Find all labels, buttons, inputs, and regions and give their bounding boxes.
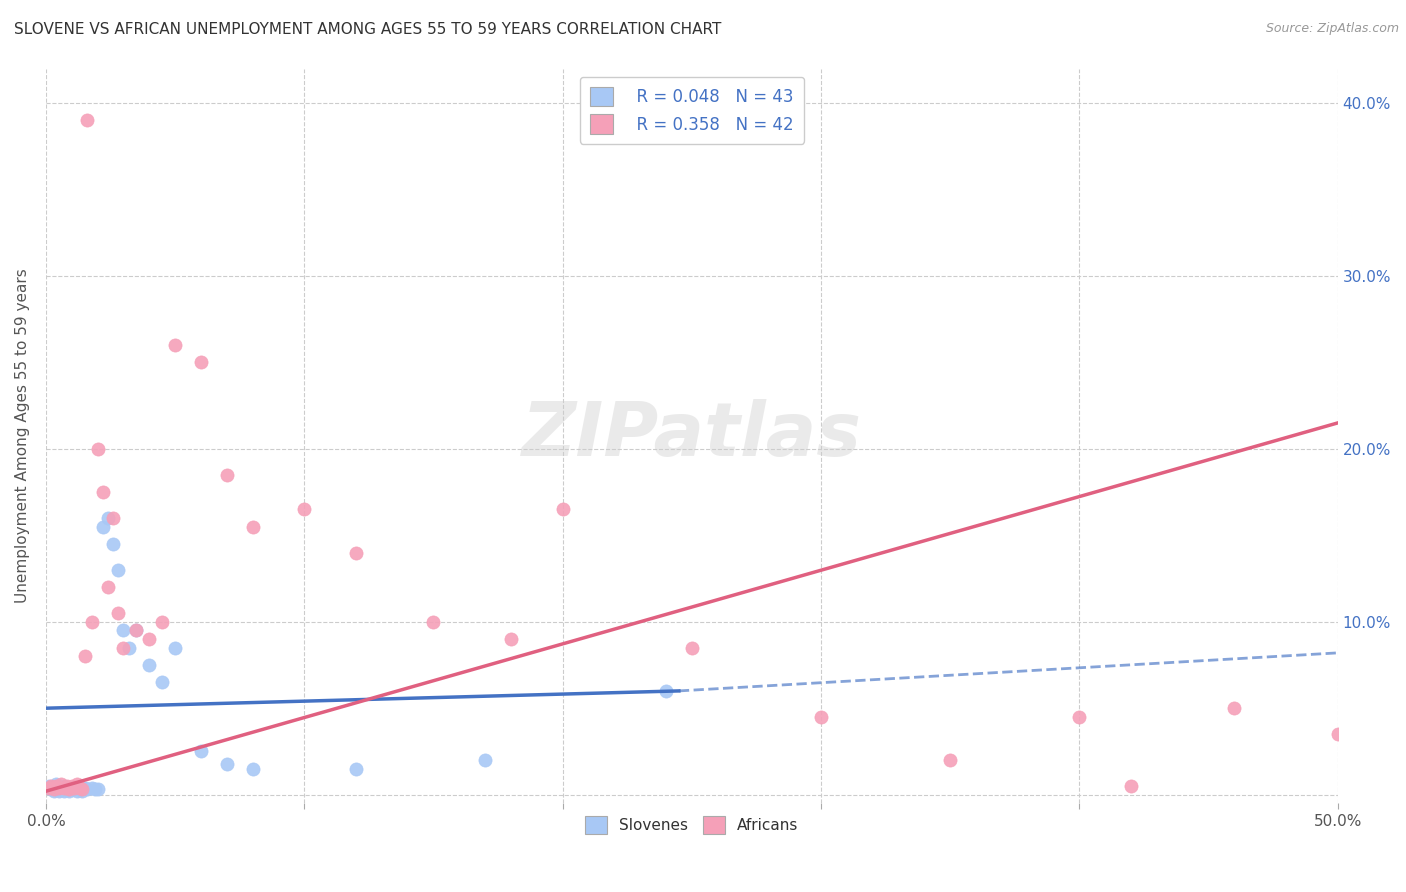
Point	[66, 777, 89, 791]
Point	[55, 780, 77, 795]
Point	[86, 782, 108, 797]
Point	[190, 355, 212, 369]
Point	[150, 615, 173, 629]
Point	[242, 519, 264, 533]
Point	[76, 782, 98, 797]
Point	[125, 624, 148, 638]
Point	[242, 762, 264, 776]
Point	[38, 779, 60, 793]
Point	[1326, 727, 1348, 741]
Point	[51, 782, 73, 797]
Point	[422, 615, 444, 629]
Point	[101, 511, 124, 525]
Point	[551, 502, 574, 516]
Point	[73, 780, 96, 795]
Point	[101, 537, 124, 551]
Point	[215, 467, 238, 482]
Point	[1223, 701, 1246, 715]
Point	[150, 675, 173, 690]
Point	[112, 624, 135, 638]
Point	[51, 780, 73, 795]
Point	[70, 782, 93, 797]
Point	[91, 519, 114, 533]
Point	[138, 657, 160, 672]
Point	[107, 606, 129, 620]
Point	[190, 744, 212, 758]
Point	[55, 779, 77, 793]
Point	[344, 762, 367, 776]
Point	[165, 640, 187, 655]
Text: ZIPatlas: ZIPatlas	[522, 400, 862, 473]
Point	[1119, 779, 1142, 793]
Point	[48, 784, 70, 798]
Point	[53, 779, 76, 793]
Point	[53, 780, 76, 795]
Point	[474, 753, 496, 767]
Point	[60, 780, 83, 795]
Point	[63, 782, 86, 797]
Point	[55, 782, 77, 797]
Point	[82, 780, 104, 795]
Point	[58, 782, 80, 797]
Point	[138, 632, 160, 646]
Point	[45, 779, 67, 793]
Point	[45, 777, 67, 791]
Point	[117, 640, 139, 655]
Point	[69, 780, 91, 795]
Point	[42, 784, 65, 798]
Point	[60, 779, 83, 793]
Point	[165, 338, 187, 352]
Point	[97, 511, 120, 525]
Text: SLOVENE VS AFRICAN UNEMPLOYMENT AMONG AGES 55 TO 59 YEARS CORRELATION CHART: SLOVENE VS AFRICAN UNEMPLOYMENT AMONG AG…	[14, 22, 721, 37]
Point	[82, 615, 104, 629]
Point	[125, 624, 148, 638]
Point	[810, 710, 832, 724]
Legend: Slovenes, Africans: Slovenes, Africans	[579, 810, 804, 839]
Point	[42, 780, 65, 795]
Point	[344, 546, 367, 560]
Point	[45, 782, 67, 797]
Text: Source: ZipAtlas.com: Source: ZipAtlas.com	[1265, 22, 1399, 36]
Point	[681, 640, 703, 655]
Point	[42, 782, 65, 797]
Point	[48, 780, 70, 795]
Point	[86, 442, 108, 456]
Point	[58, 782, 80, 797]
Point	[38, 780, 60, 795]
Point	[66, 784, 89, 798]
Point	[51, 777, 73, 791]
Y-axis label: Unemployment Among Ages 55 to 59 years: Unemployment Among Ages 55 to 59 years	[15, 268, 30, 603]
Point	[292, 502, 315, 516]
Point	[1069, 710, 1091, 724]
Point	[70, 784, 93, 798]
Point	[39, 779, 62, 793]
Point	[69, 782, 91, 797]
Point	[112, 640, 135, 655]
Point	[60, 782, 83, 797]
Point	[39, 782, 62, 797]
Point	[655, 684, 678, 698]
Point	[939, 753, 962, 767]
Point	[107, 563, 129, 577]
Point	[91, 485, 114, 500]
Point	[53, 784, 76, 798]
Point	[215, 756, 238, 771]
Point	[48, 779, 70, 793]
Point	[58, 784, 80, 798]
Point	[84, 782, 107, 797]
Point	[499, 632, 522, 646]
Point	[76, 113, 98, 128]
Point	[73, 649, 96, 664]
Point	[63, 780, 86, 795]
Point	[97, 580, 120, 594]
